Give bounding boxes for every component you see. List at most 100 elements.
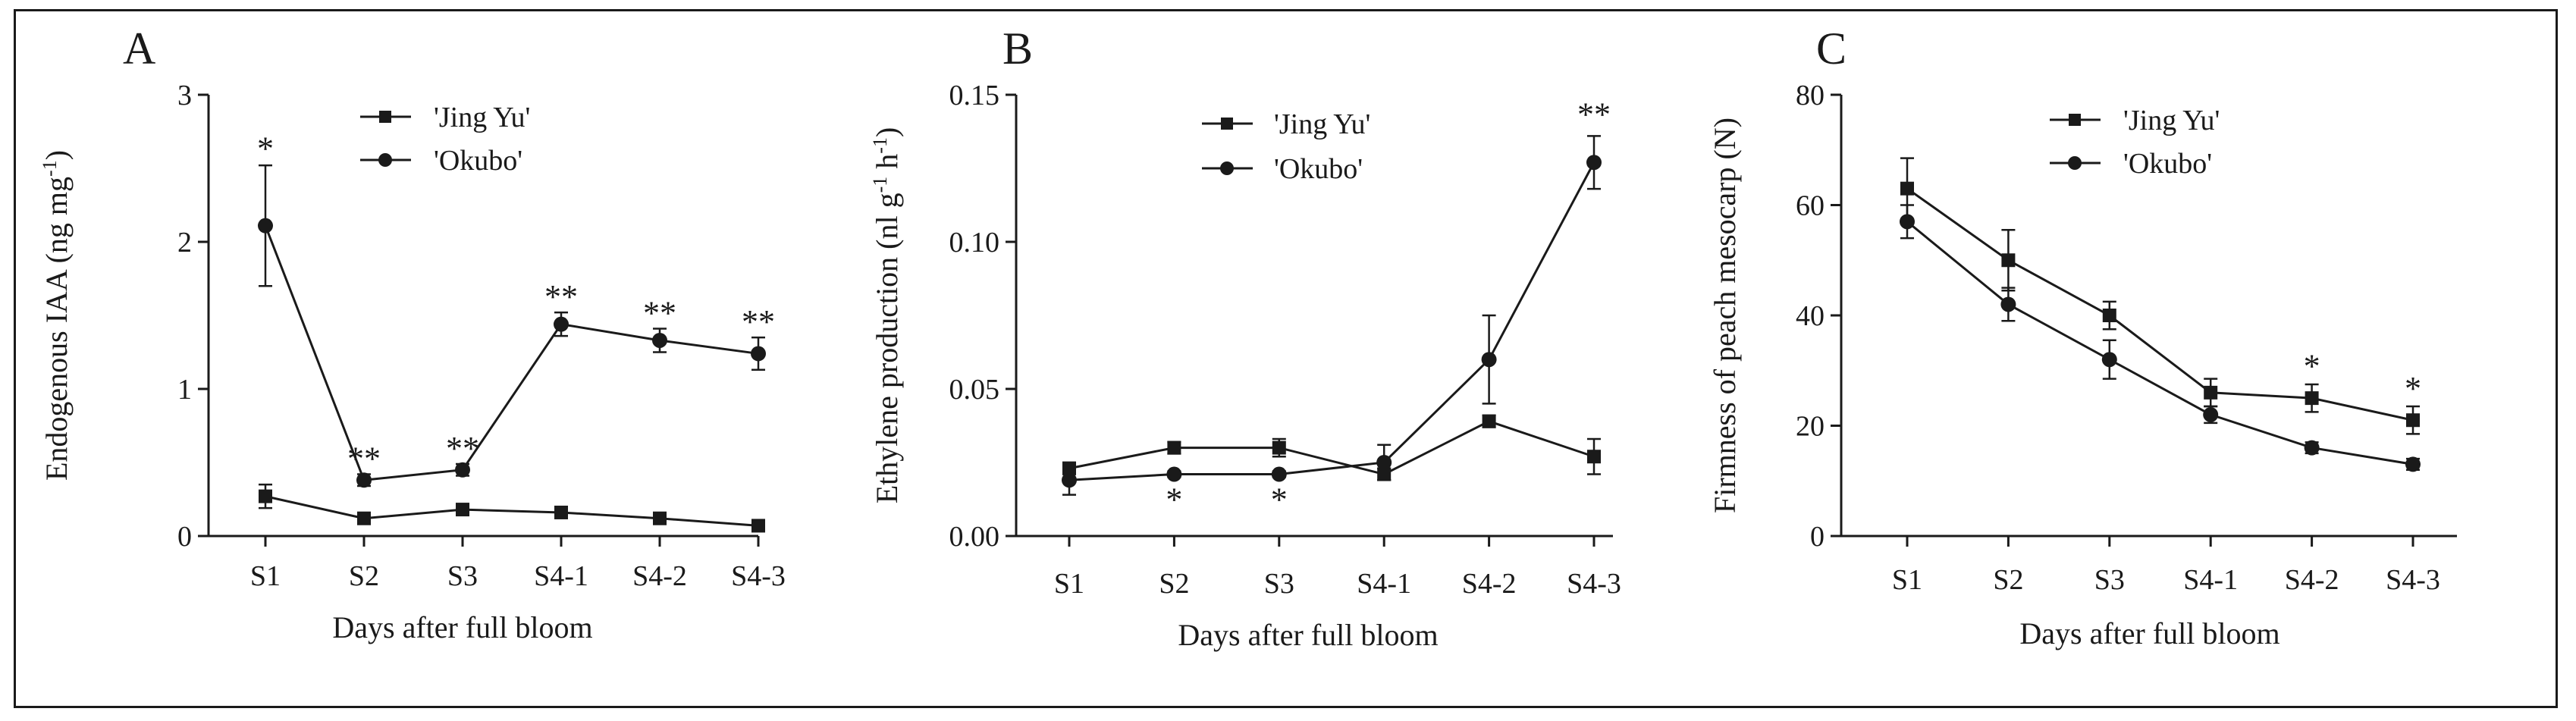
x-tick-label: S3 <box>2094 564 2125 596</box>
legend-label-jing-yu: 'Jing Yu' <box>434 102 530 133</box>
data-point-okubo <box>751 346 766 362</box>
significance-marker: ** <box>347 440 381 478</box>
data-point-okubo <box>2304 440 2320 456</box>
series-line-jing-yu <box>1068 420 1595 476</box>
data-point-jing-yu <box>1900 181 1914 196</box>
legend-marker-okubo <box>1220 161 1234 175</box>
x-tick-label: S1 <box>1054 568 1084 600</box>
x-tick-label: S1 <box>250 560 281 592</box>
data-point-jing-yu <box>2406 413 2420 428</box>
data-point-jing-yu <box>751 519 765 533</box>
data-point-jing-yu <box>653 511 667 525</box>
y-tick-label: 0.10 <box>949 227 1000 259</box>
y-axis-label: Firmness of peach mesocarp (N) <box>1708 118 1742 513</box>
data-point-jing-yu <box>456 503 469 517</box>
data-point-okubo <box>2203 406 2219 422</box>
significance-marker: * <box>1166 481 1182 518</box>
x-tick-label: S3 <box>1264 568 1294 600</box>
data-point-jing-yu <box>2204 385 2218 400</box>
data-point-okubo <box>2101 352 2117 368</box>
x-tick-label: S4-3 <box>2386 564 2440 596</box>
significance-marker: * <box>1271 481 1288 518</box>
x-tick-label: S4-2 <box>632 560 687 592</box>
y-tick-label: 0.05 <box>949 374 1000 406</box>
x-tick-label: S3 <box>447 560 478 592</box>
panel-a: A Endogenous IAA (ng mg-1) Days after fu… <box>39 24 786 644</box>
x-tick-label: S4-1 <box>1357 568 1411 600</box>
data-point-okubo <box>1271 466 1287 482</box>
data-point-okubo <box>1166 466 1182 482</box>
series-line-okubo <box>1068 161 1595 481</box>
y-tick-label: 0.00 <box>949 521 1000 553</box>
x-tick-label: S4-3 <box>731 560 786 592</box>
significance-marker: * <box>257 130 274 167</box>
y-tick-label: 20 <box>1796 411 1825 443</box>
y-tick-label: 2 <box>177 227 192 259</box>
significance-marker: ** <box>544 278 578 315</box>
data-point-okubo <box>455 462 470 478</box>
x-axis-label: Days after full bloom <box>2019 616 2279 650</box>
series-line-okubo <box>264 225 759 481</box>
significance-marker: ** <box>1577 96 1611 133</box>
x-axis-label: Days after full bloom <box>332 610 592 644</box>
data-point-okubo <box>1586 155 1602 171</box>
y-tick-label: 0.15 <box>949 80 1000 111</box>
data-point-jing-yu <box>259 489 272 503</box>
series-line-jing-yu <box>1906 187 2414 422</box>
legend: 'Jing Yu' 'Okubo' <box>2050 105 2220 180</box>
y-tick-label: 0 <box>177 521 192 553</box>
significance-marker: ** <box>742 303 775 340</box>
data-point-jing-yu <box>2001 253 2016 268</box>
x-tick-label: S4-2 <box>1462 568 1517 600</box>
x-tick-label: S1 <box>1892 564 1922 596</box>
legend-label-jing-yu: 'Jing Yu' <box>2123 105 2220 136</box>
legend-label-jing-yu: 'Jing Yu' <box>1274 108 1370 140</box>
series-line-jing-yu <box>265 495 759 527</box>
data-point-okubo <box>1376 455 1392 470</box>
data-point-okubo <box>356 472 372 488</box>
y-tick-label: 3 <box>177 80 192 111</box>
x-tick-label: S2 <box>1159 568 1189 600</box>
significance-marker: ** <box>643 295 676 332</box>
data-point-okubo <box>2405 456 2421 472</box>
panel-c: C Firmness of peach mesocarp (N) Days af… <box>1708 24 2457 650</box>
data-point-okubo <box>1900 214 1915 230</box>
y-tick-label: 80 <box>1796 80 1825 111</box>
legend-marker-jing-yu <box>379 111 391 123</box>
series-line-okubo <box>1906 221 2414 466</box>
y-tick-label: 60 <box>1796 190 1825 222</box>
significance-marker: * <box>2405 370 2421 407</box>
x-tick-label: S2 <box>349 560 379 592</box>
data-point-okubo <box>258 218 273 234</box>
significance-marker: ** <box>446 430 479 467</box>
legend-marker-okubo <box>2068 156 2082 170</box>
legend: 'Jing Yu' 'Okubo' <box>360 102 530 177</box>
x-axis-label: Days after full bloom <box>1178 618 1438 652</box>
legend-marker-jing-yu <box>1221 118 1233 130</box>
data-point-okubo <box>1062 472 1077 488</box>
data-point-okubo <box>554 316 569 332</box>
y-axis-label: Ethylene production (nl g-1 h-1) <box>869 127 905 504</box>
significance-marker: * <box>2304 348 2320 385</box>
data-point-jing-yu <box>2305 391 2319 406</box>
y-tick-label: 1 <box>177 374 192 406</box>
data-point-okubo <box>652 332 667 348</box>
legend-marker-jing-yu <box>2069 114 2081 126</box>
legend-marker-okubo <box>378 153 392 167</box>
data-point-okubo <box>1481 352 1497 368</box>
panel-b: B Ethylene production (nl g-1 h-1) Days … <box>869 24 1621 652</box>
data-point-jing-yu <box>1482 414 1496 428</box>
legend-label-okubo: 'Okubo' <box>2123 148 2212 180</box>
data-point-jing-yu <box>1587 450 1601 464</box>
panel-label: B <box>1002 24 1033 74</box>
data-point-jing-yu <box>554 505 568 519</box>
legend: 'Jing Yu' 'Okubo' <box>1202 108 1370 185</box>
x-tick-label: S2 <box>1993 564 2023 596</box>
panel-label: C <box>1816 24 1846 74</box>
x-tick-label: S4-1 <box>2183 564 2238 596</box>
y-tick-label: 40 <box>1796 300 1825 332</box>
panel-label: A <box>123 24 155 74</box>
x-tick-label: S4-2 <box>2285 564 2339 596</box>
legend-label-okubo: 'Okubo' <box>1274 153 1363 185</box>
